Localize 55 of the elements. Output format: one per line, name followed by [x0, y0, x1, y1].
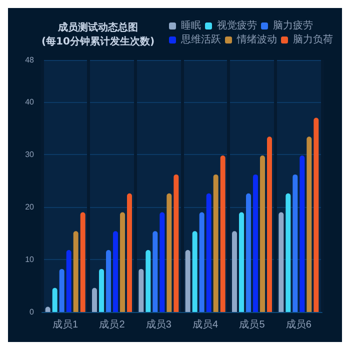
bar: [192, 231, 198, 312]
legend-label: 脑力负荷: [293, 34, 333, 46]
bar: [80, 212, 86, 312]
y-tick-label: 20: [25, 202, 35, 212]
bar: [106, 250, 111, 312]
bar: [138, 268, 144, 312]
bar: [199, 212, 204, 312]
bar: [278, 212, 284, 312]
bar: [292, 174, 298, 312]
bar: [286, 193, 291, 312]
bar: [99, 268, 104, 312]
bar: [314, 118, 319, 312]
bar: [113, 231, 118, 312]
bar: [146, 250, 151, 312]
x-tick-label: 成员4: [192, 318, 219, 330]
x-tick-label: 成员3: [146, 318, 172, 330]
bar: [52, 288, 58, 312]
chart-subtitle: (每10分钟累计发生次数): [41, 36, 155, 48]
y-tick-label: 40: [25, 98, 35, 106]
bar: [267, 136, 272, 312]
legend-label: 思维活跃: [180, 34, 221, 46]
bar: [220, 156, 226, 312]
bar: [59, 268, 64, 312]
bar: [206, 193, 212, 312]
legend-label: 脑力疲劳: [273, 20, 313, 32]
bar: [232, 231, 237, 312]
legend-label: 情绪波动: [236, 34, 277, 46]
legend-label: 视觉疲劳: [217, 20, 257, 32]
bar: [300, 156, 305, 312]
bar: [213, 174, 218, 312]
bar: [174, 174, 179, 312]
bar: [246, 193, 251, 312]
bar: [120, 212, 125, 312]
y-tick-label: 48: [25, 56, 35, 64]
bar: [127, 193, 132, 312]
bar: [66, 250, 72, 312]
bar: [260, 156, 265, 312]
x-tick-label: 成员1: [52, 318, 79, 330]
bar: [306, 136, 312, 312]
bar: [185, 250, 190, 312]
bar: [160, 212, 165, 312]
legend-label: 睡眠: [181, 20, 201, 32]
bar: [239, 212, 244, 312]
bar: [152, 231, 158, 312]
chart-title: 成员测试动态总图: [57, 22, 138, 34]
x-tick-label: 成员2: [99, 318, 126, 330]
bar: [253, 174, 258, 312]
x-tick-label: 成员6: [286, 318, 312, 330]
bar: [73, 231, 78, 312]
bar: [92, 288, 97, 312]
x-tick-label: 成员5: [239, 318, 266, 330]
y-tick-label: 0: [30, 308, 35, 316]
bar: [166, 193, 172, 312]
y-tick-label: 10: [25, 255, 35, 264]
y-tick-label: 30: [25, 150, 35, 159]
